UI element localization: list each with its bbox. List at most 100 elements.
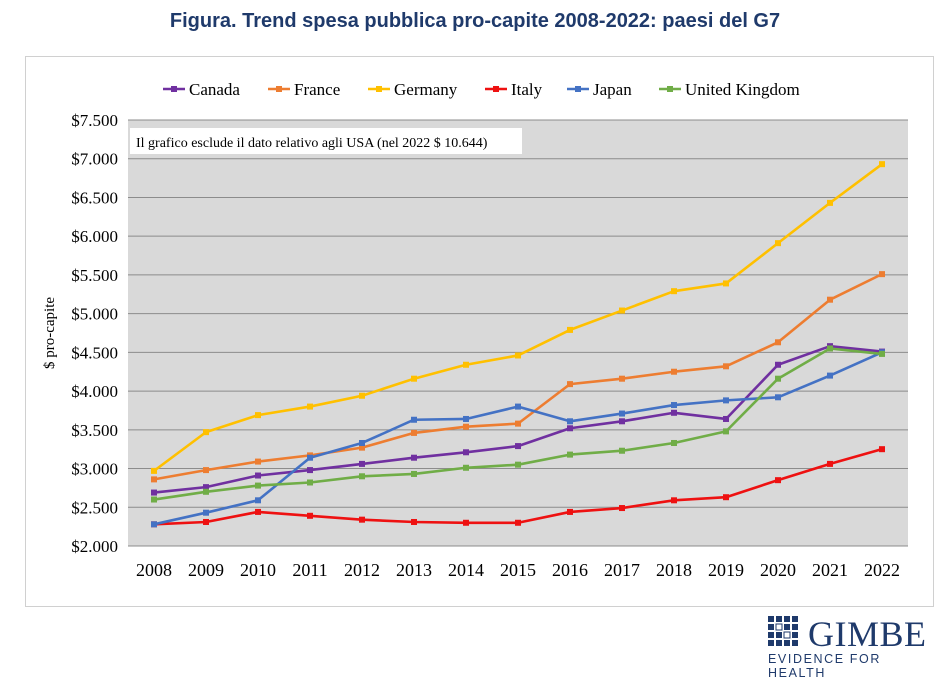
y-tick-label: $4.000 (71, 382, 118, 401)
data-point-germany (775, 240, 781, 247)
data-point-united-kingdom (307, 479, 313, 486)
data-point-united-kingdom (879, 350, 885, 357)
data-point-japan (567, 418, 573, 425)
x-tick-label: 2013 (396, 560, 432, 580)
x-tick-label: 2014 (448, 560, 484, 580)
data-point-france (671, 368, 677, 375)
legend-marker-japan (575, 86, 581, 92)
data-point-france (879, 271, 885, 278)
data-point-italy (515, 519, 521, 526)
data-point-united-kingdom (775, 375, 781, 382)
legend-marker-canada (171, 86, 177, 92)
data-point-france (203, 467, 209, 474)
data-point-united-kingdom (827, 345, 833, 352)
data-point-france (255, 458, 261, 465)
data-point-canada (463, 449, 469, 456)
data-point-germany (671, 288, 677, 295)
data-point-united-kingdom (723, 428, 729, 435)
data-point-germany (203, 429, 209, 436)
data-point-japan (827, 372, 833, 379)
x-tick-label: 2015 (500, 560, 536, 580)
data-point-canada (723, 415, 729, 422)
data-point-japan (775, 394, 781, 401)
x-tick-label: 2011 (292, 560, 327, 580)
data-point-canada (619, 418, 625, 425)
legend-label-italy: Italy (511, 80, 543, 99)
annotation-box (130, 128, 522, 154)
data-point-italy (567, 508, 573, 515)
y-tick-label: $2.000 (71, 537, 118, 556)
data-point-italy (723, 494, 729, 501)
data-point-united-kingdom (255, 482, 261, 489)
y-tick-label: $6.000 (71, 227, 118, 246)
data-point-italy (255, 508, 261, 515)
gimbe-logo: GIMBE EVIDENCE FOR HEALTH (768, 614, 933, 680)
y-tick-label: $4.500 (71, 343, 118, 362)
data-point-italy (203, 518, 209, 525)
x-tick-label: 2020 (760, 560, 796, 580)
y-tick-label: $3.000 (71, 460, 118, 479)
y-axis-label: $ pro-capite (42, 297, 58, 369)
y-tick-label: $5.500 (71, 266, 118, 285)
legend-marker-france (276, 86, 282, 92)
gimbe-grid-icon (768, 616, 798, 646)
data-point-germany (255, 412, 261, 419)
data-point-united-kingdom (151, 496, 157, 503)
data-point-japan (203, 509, 209, 516)
data-point-italy (463, 519, 469, 526)
data-point-italy (671, 497, 677, 504)
data-point-japan (619, 410, 625, 417)
data-point-italy (879, 446, 885, 453)
x-tick-label: 2012 (344, 560, 380, 580)
data-point-japan (671, 402, 677, 409)
logo-wordmark: GIMBE (808, 614, 927, 654)
data-point-germany (359, 392, 365, 399)
data-point-canada (515, 443, 521, 450)
x-tick-label: 2022 (864, 560, 900, 580)
data-point-germany (151, 467, 157, 474)
data-point-united-kingdom (203, 488, 209, 495)
data-point-france (827, 296, 833, 303)
data-point-france (515, 420, 521, 427)
data-point-canada (567, 425, 573, 432)
data-point-france (151, 476, 157, 483)
data-point-canada (151, 489, 157, 496)
legend-marker-united-kingdom (667, 86, 673, 92)
x-tick-label: 2019 (708, 560, 744, 580)
data-point-germany (307, 403, 313, 410)
data-point-italy (359, 516, 365, 523)
data-point-france (775, 339, 781, 346)
data-point-germany (463, 361, 469, 368)
data-point-italy (411, 518, 417, 525)
data-point-germany (567, 326, 573, 333)
data-point-japan (307, 454, 313, 461)
x-tick-label: 2008 (136, 560, 172, 580)
data-point-canada (307, 467, 313, 474)
data-point-italy (307, 512, 313, 519)
y-tick-label: $2.500 (71, 498, 118, 517)
legend-marker-italy (493, 86, 499, 92)
legend-label-japan: Japan (593, 80, 632, 99)
legend-label-germany: Germany (394, 80, 458, 99)
x-tick-label: 2010 (240, 560, 276, 580)
data-point-united-kingdom (619, 447, 625, 454)
data-point-japan (151, 521, 157, 528)
data-point-canada (359, 460, 365, 467)
data-point-france (723, 363, 729, 370)
data-point-japan (411, 416, 417, 423)
data-point-italy (619, 505, 625, 512)
y-tick-label: $3.500 (71, 421, 118, 440)
data-point-france (359, 444, 365, 451)
y-tick-label: $7.500 (71, 111, 118, 130)
data-point-united-kingdom (671, 439, 677, 446)
data-point-france (411, 429, 417, 436)
x-tick-label: 2018 (656, 560, 692, 580)
x-tick-label: 2021 (812, 560, 848, 580)
data-point-japan (463, 415, 469, 422)
data-point-germany (827, 199, 833, 206)
y-tick-label: $7.000 (71, 150, 118, 169)
legend-label-france: France (294, 80, 340, 99)
data-point-france (619, 375, 625, 382)
data-point-france (567, 381, 573, 388)
